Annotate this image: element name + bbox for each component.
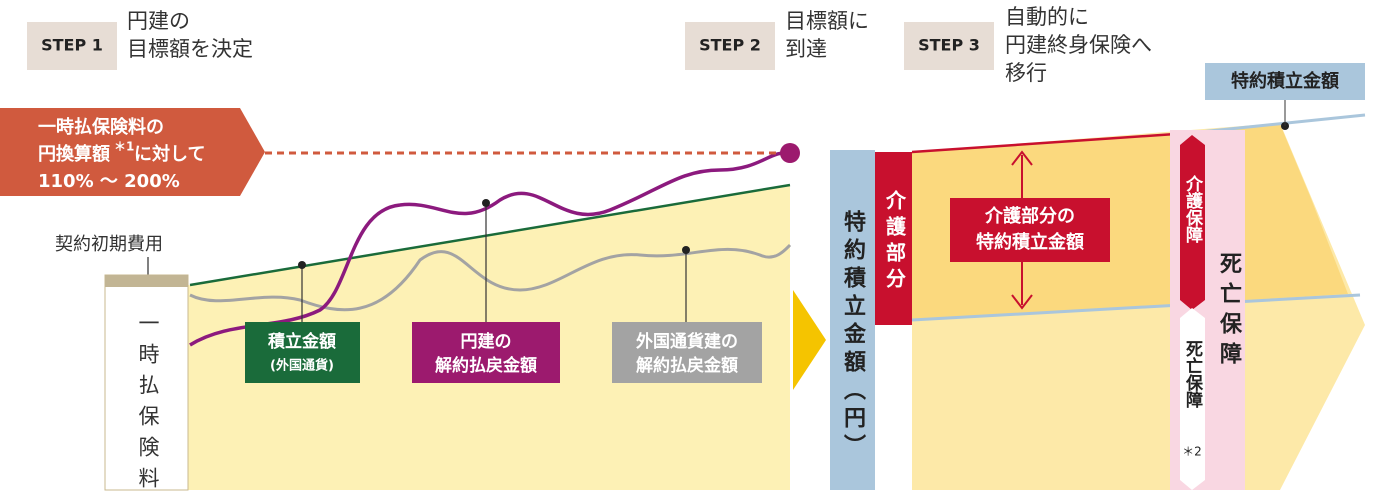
arrow-head [1011, 294, 1033, 310]
dot [298, 261, 306, 269]
cost-band [105, 275, 188, 287]
reserve-line [189, 183, 791, 287]
care-cover-label: 介護保障 [1182, 174, 1204, 244]
initial-cost-label: 契約初期費用 [55, 234, 163, 255]
transition-arrow [793, 290, 826, 390]
care-amount-label: 特約積立金額 [976, 231, 1084, 253]
step-text: 到達 [785, 37, 827, 61]
step-box [685, 22, 775, 70]
target-text: 円換算額 [38, 143, 110, 165]
dot [482, 199, 490, 207]
care-boundary [911, 293, 1361, 322]
care-cover-pill [1180, 135, 1205, 310]
step-label: STEP 1 [41, 36, 103, 55]
foreign-refund-label: 解約払戻金額 [636, 355, 738, 376]
care-top [911, 131, 1191, 154]
yen-refund-label: 円建の [461, 331, 512, 352]
death-note: ＊2 [1182, 445, 1202, 459]
target-text: 110% 〜 200% [38, 171, 180, 192]
target-note: ＊1 [114, 140, 134, 154]
premium-label: 一時払保険料 [136, 312, 160, 495]
target-text: に対して [134, 143, 205, 165]
foreign-refund-label: 外国通貨建の [636, 331, 738, 352]
care-column [875, 152, 912, 325]
foreign-refund-curve [189, 243, 792, 312]
care-amount-label: 介護部分の [984, 205, 1075, 227]
step-text: 自動的に [1005, 5, 1089, 29]
dot [682, 246, 690, 254]
step-text: 目標額を決定 [127, 37, 253, 61]
rider-tab [1205, 63, 1365, 100]
arrow-head [1011, 150, 1033, 166]
step-text: 目標額に [785, 9, 869, 33]
step-box [904, 22, 994, 70]
step-label: STEP 3 [918, 36, 980, 55]
premium-box [104, 274, 189, 491]
rider-column [830, 150, 875, 490]
foreign-refund-box [612, 322, 762, 383]
step-text: 円建終身保険へ [1005, 33, 1152, 57]
yen-refund-box [412, 322, 560, 383]
care-amount-box [950, 198, 1110, 262]
target-text: 一時払保険料の [38, 116, 164, 138]
death-small-pill [1180, 308, 1205, 490]
death-small-label: 死亡保障 [1182, 340, 1204, 409]
step-text: 移行 [1005, 61, 1047, 85]
reserve-label: (外国通貨) [270, 358, 334, 374]
target-dot [780, 143, 800, 163]
death-label: 死亡保障 [1216, 252, 1243, 372]
step-label: STEP 2 [699, 36, 761, 55]
care-part-label: 介護部分 [883, 189, 907, 294]
yen-refund-curve [189, 150, 791, 347]
rider-yen-label: 特約積立金額（円） [840, 209, 867, 462]
reserve-box [245, 322, 360, 383]
step-text: 円建の [127, 9, 190, 33]
yen-refund-label: 解約払戻金額 [435, 355, 537, 376]
reserve-label: 積立金額 [268, 331, 336, 352]
rider-tab-label: 特約積立金額 [1231, 70, 1339, 92]
step-box [27, 22, 117, 70]
target-callout [0, 108, 265, 196]
